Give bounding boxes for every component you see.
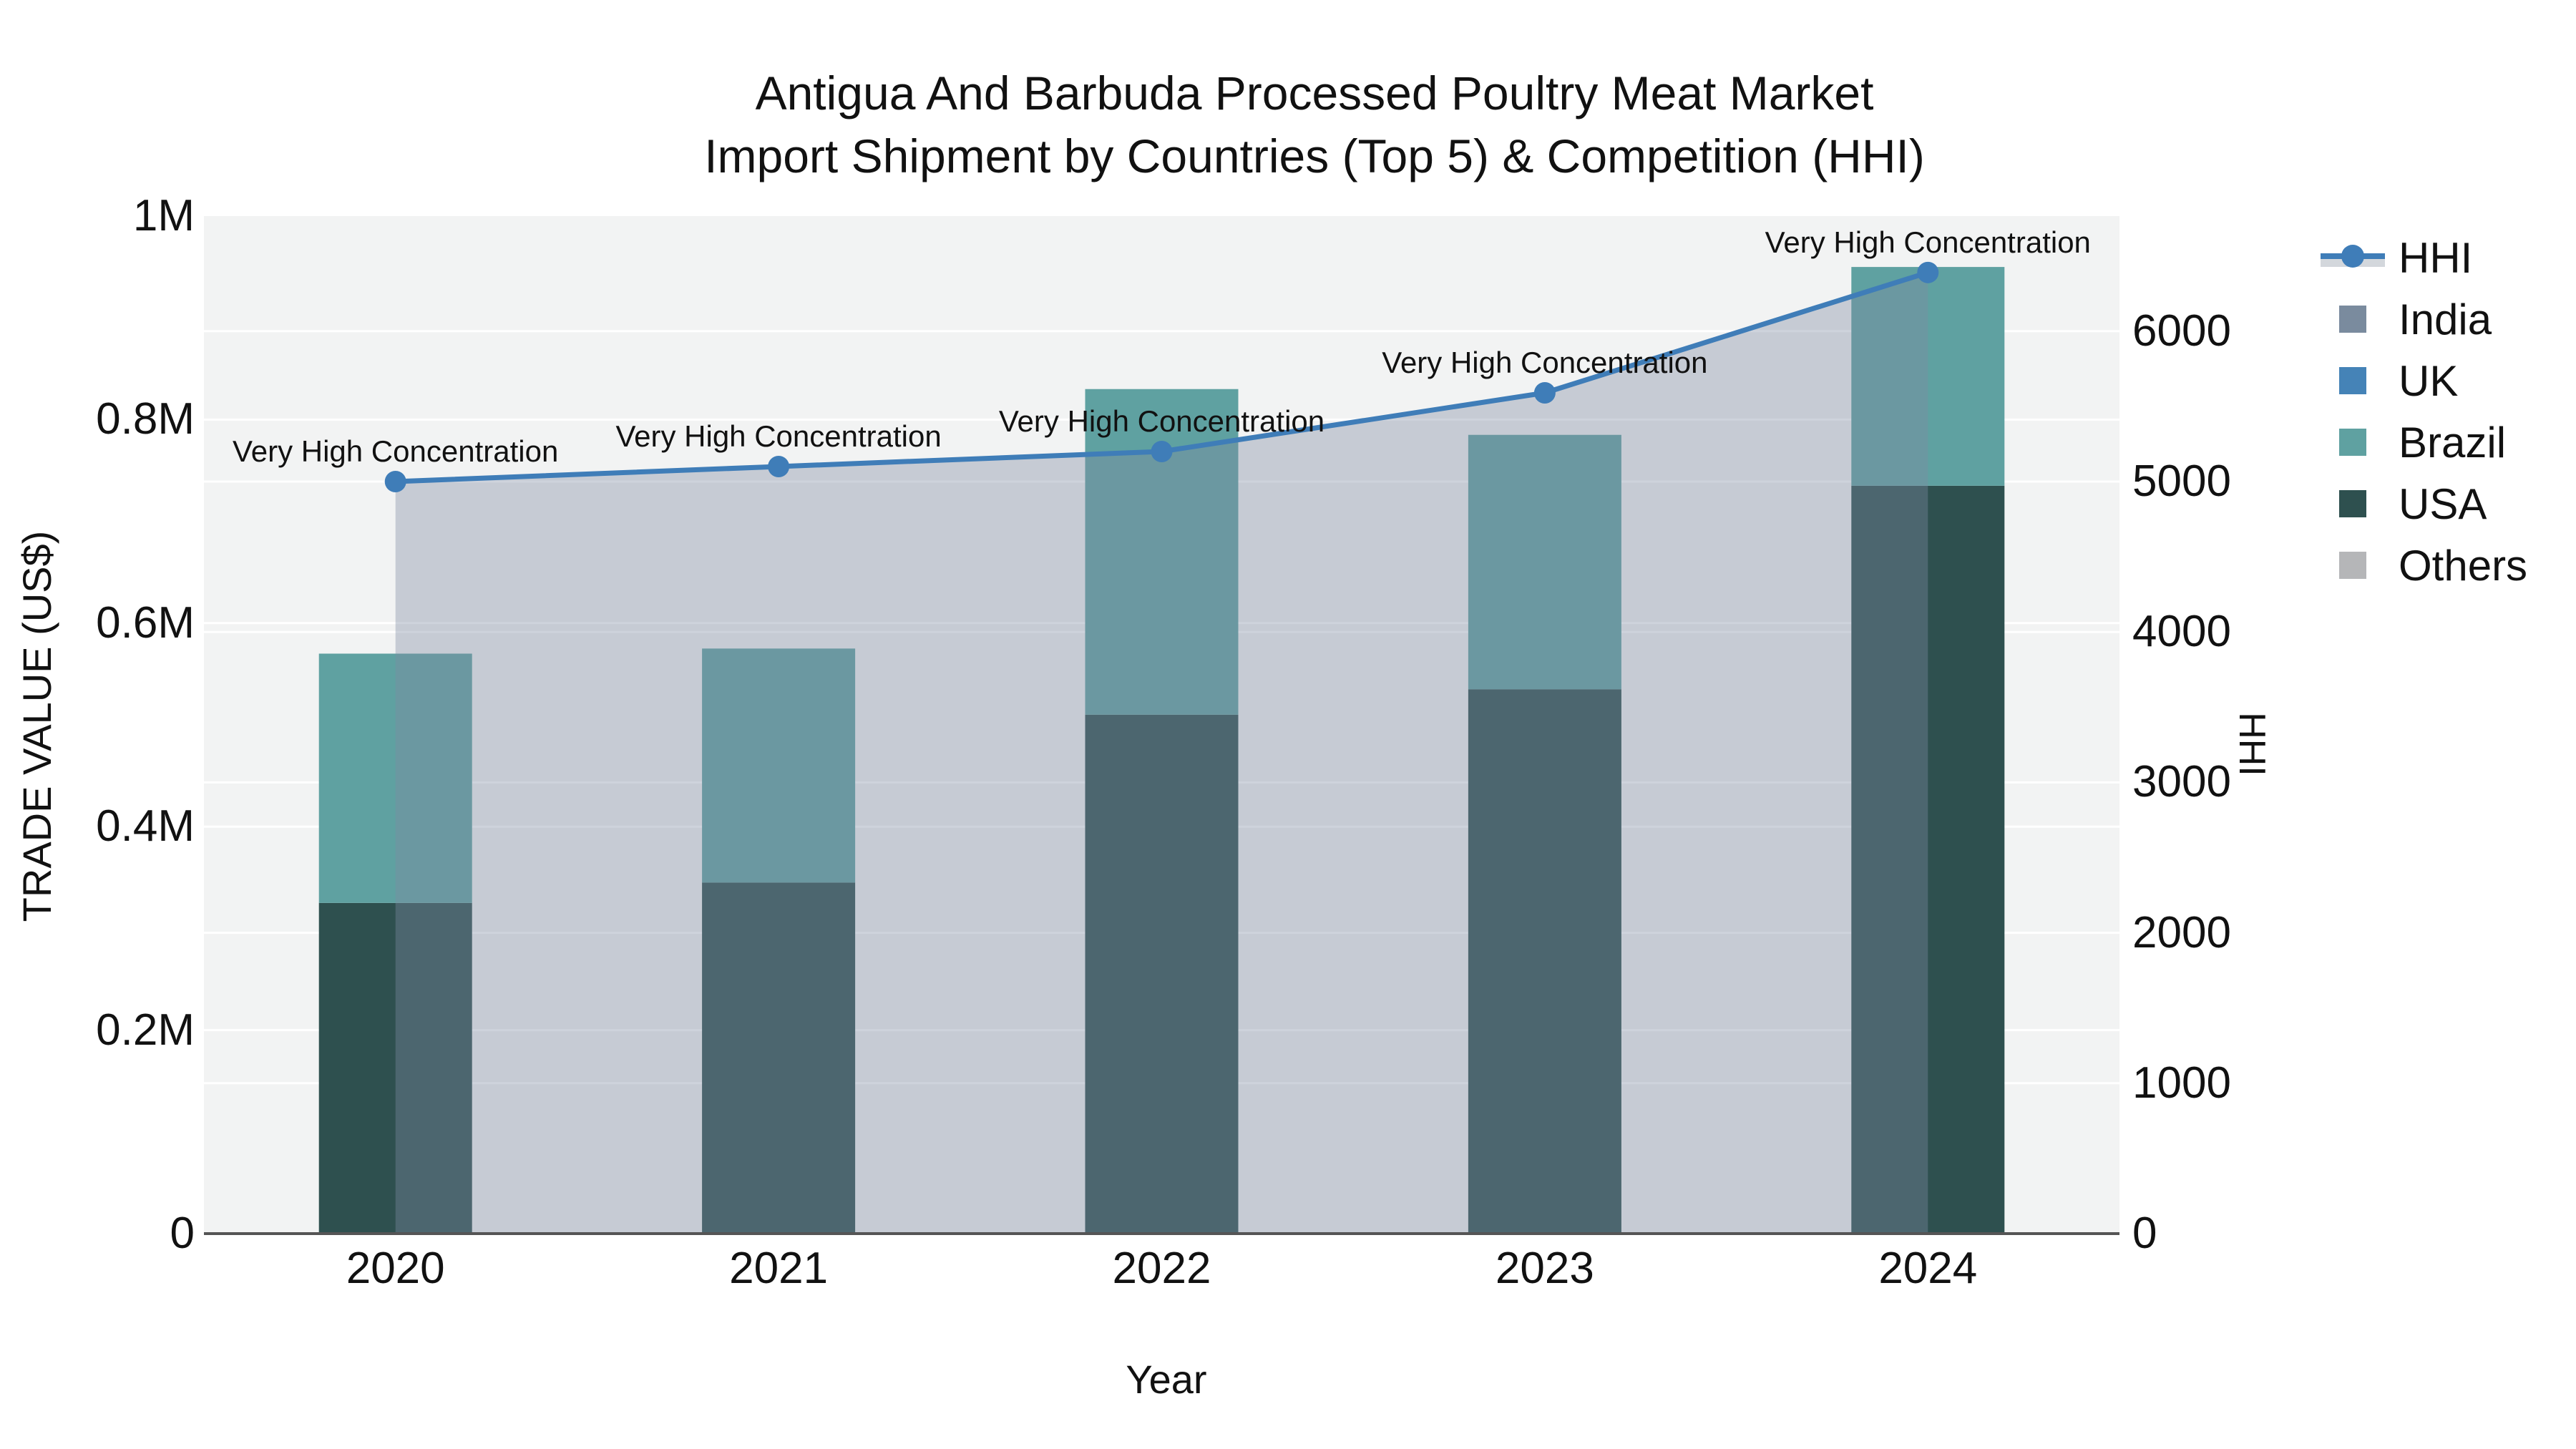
- y-right-tick-5000: 5000: [2132, 457, 2231, 506]
- bar-brazil-2023: [1468, 434, 1621, 690]
- legend-label-hhi: HHI: [2399, 233, 2473, 282]
- legend-label-brazil: Brazil: [2399, 418, 2507, 467]
- y-right-tick-6000: 6000: [2132, 306, 2231, 356]
- hhi-marker-2022: [1151, 440, 1173, 462]
- x-tick-2024: 2024: [1878, 1244, 1978, 1293]
- x-tick-2020: 2020: [346, 1244, 445, 1293]
- y-left-tick-0: 0: [170, 1209, 195, 1258]
- y-right-tick-3000: 3000: [2132, 757, 2231, 807]
- hhi-marker-2021: [768, 455, 790, 477]
- y-right-tick-2000: 2000: [2132, 907, 2231, 957]
- legend-label-others: Others: [2399, 541, 2528, 590]
- legend-item-hhi: HHI: [2321, 227, 2527, 288]
- y-left-tick-1M: 1M: [132, 191, 195, 240]
- x-axis-label: Year: [1126, 1357, 1207, 1402]
- legend-label-usa: USA: [2399, 479, 2487, 528]
- bar-brazil-2021: [702, 648, 856, 883]
- bar-brazil-2024: [1851, 267, 2005, 486]
- y-left-tick-0.8M: 0.8M: [96, 394, 195, 444]
- chart-title-line1: Antigua And Barbuda Processed Poultry Me…: [755, 67, 1874, 119]
- y-right-tick-4000: 4000: [2132, 607, 2231, 657]
- hhi-marker-2024: [1917, 261, 1939, 283]
- hhi-line-legend-icon: [2321, 243, 2385, 272]
- legend-swatch-brazil: [2339, 429, 2366, 456]
- y-left-tick-0.2M: 0.2M: [96, 1005, 195, 1055]
- annotation-2021: Very High Concentration: [615, 419, 942, 453]
- y-right-axis-label: HHI: [2231, 712, 2273, 776]
- bar-brazil-2020: [318, 653, 472, 903]
- annotation-2024: Very High Concentration: [1765, 225, 2091, 259]
- annotation-2022: Very High Concentration: [998, 404, 1325, 438]
- x-tick-2021: 2021: [729, 1244, 829, 1293]
- legend-swatch-uk: [2339, 367, 2366, 394]
- y-left-tick-0.4M: 0.4M: [96, 801, 195, 852]
- annotation-2023: Very High Concentration: [1382, 345, 1708, 379]
- hhi-area: [395, 272, 1928, 1234]
- legend-item-brazil: Brazil: [2321, 411, 2527, 473]
- legend-item-usa: USA: [2321, 473, 2527, 535]
- legend-item-india: India: [2321, 288, 2527, 350]
- bar-usa-2024: [1851, 485, 2005, 1234]
- hhi-marker-2023: [1533, 381, 1556, 404]
- hhi-marker-2020: [384, 471, 406, 493]
- bar-usa-2022: [1085, 714, 1239, 1234]
- y-left-axis-label: TRADE VALUE (US$): [14, 530, 59, 922]
- x-tick-2022: 2022: [1112, 1244, 1211, 1293]
- x-tick-2023: 2023: [1495, 1244, 1594, 1293]
- bar-usa-2021: [702, 882, 856, 1234]
- chart-title-line2: Import Shipment by Countries (Top 5) & C…: [704, 130, 1925, 182]
- y-right-tick-1000: 1000: [2132, 1058, 2231, 1108]
- legend: HHI India UK Brazil USA Others: [2321, 227, 2527, 596]
- annotation-2020: Very High Concentration: [233, 434, 559, 468]
- legend-swatch-others: [2339, 552, 2366, 579]
- chart-title: Antigua And Barbuda Processed Poultry Me…: [204, 62, 2425, 187]
- legend-item-uk: UK: [2321, 350, 2527, 411]
- bar-usa-2020: [318, 902, 472, 1234]
- y-right-tick-0: 0: [2132, 1209, 2157, 1258]
- legend-swatch-india: [2339, 306, 2366, 333]
- legend-swatch-usa: [2339, 490, 2366, 517]
- legend-item-others: Others: [2321, 535, 2527, 596]
- legend-label-india: India: [2399, 295, 2492, 343]
- legend-label-uk: UK: [2399, 356, 2459, 405]
- bar-usa-2023: [1468, 689, 1621, 1234]
- y-left-tick-0.6M: 0.6M: [96, 597, 195, 648]
